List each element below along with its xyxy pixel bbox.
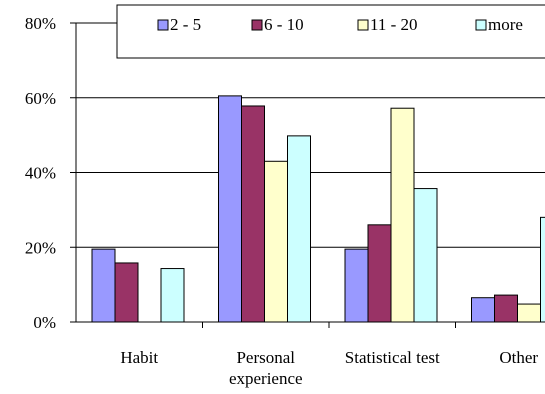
category-label: Personal experience bbox=[229, 348, 303, 388]
category-label: Other bbox=[499, 348, 538, 367]
legend-label: 6 - 10 bbox=[264, 15, 304, 34]
bar-6-10-0 bbox=[114, 262, 139, 323]
bar-11-20-3 bbox=[517, 303, 541, 323]
legend: 2 - 5 6 - 10 11 - 20 more bbox=[116, 4, 545, 59]
legend-swatch bbox=[251, 19, 263, 31]
bar-6-10-1 bbox=[241, 105, 265, 323]
axes bbox=[70, 22, 545, 328]
legend-swatch bbox=[357, 19, 369, 31]
bar-11-20-2 bbox=[390, 107, 415, 323]
legend-label: 11 - 20 bbox=[370, 15, 418, 34]
bar-more-0 bbox=[160, 268, 185, 323]
bar-more-2 bbox=[413, 188, 438, 323]
bars bbox=[91, 95, 545, 323]
category-label: Habit bbox=[120, 348, 158, 367]
y-tick-label: 80% bbox=[25, 14, 56, 33]
y-tick-labels: 0% 20% 40% 60% 80% bbox=[25, 14, 56, 332]
category-labels: Habit Personal experience Statistical test O… bbox=[120, 348, 538, 388]
legend-box bbox=[116, 4, 545, 59]
bar-2-5-3 bbox=[471, 297, 495, 323]
legend-swatch bbox=[157, 19, 169, 31]
bar-2-5-0 bbox=[91, 248, 116, 323]
legend-label: 2 - 5 bbox=[170, 15, 201, 34]
legend-swatch bbox=[475, 19, 487, 31]
y-tick-label: 0% bbox=[33, 313, 56, 332]
category-label: Statistical test bbox=[345, 348, 440, 367]
legend-label: more bbox=[488, 15, 523, 34]
bar-2-5-2 bbox=[344, 248, 369, 323]
bar-11-20-1 bbox=[264, 160, 288, 323]
y-tick-label: 60% bbox=[25, 89, 56, 108]
bar-more-1 bbox=[287, 135, 311, 323]
bar-more-3 bbox=[540, 216, 545, 323]
bar-6-10-2 bbox=[367, 224, 392, 323]
y-tick-label: 40% bbox=[25, 164, 56, 183]
y-tick-label: 20% bbox=[25, 238, 56, 257]
bar-6-10-3 bbox=[494, 294, 518, 323]
bar-2-5-1 bbox=[218, 95, 242, 323]
